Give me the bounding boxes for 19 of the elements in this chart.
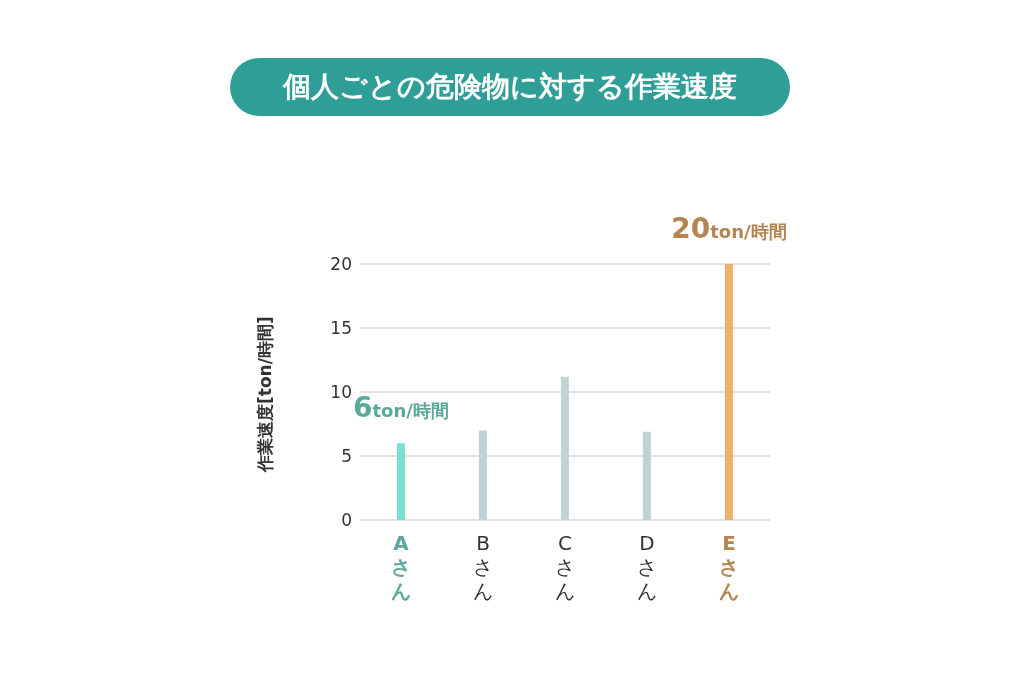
data-label: 20ton/時間 (671, 212, 787, 245)
bar (724, 264, 733, 520)
y-tick-label: 20 (330, 254, 352, 275)
x-tick-label: Bさん (473, 531, 493, 603)
y-axis-title: 作業速度[ton/時間] (255, 316, 276, 473)
bar (560, 376, 569, 520)
x-tick-label: Cさん (555, 531, 575, 603)
bar (478, 430, 487, 520)
bar (642, 431, 651, 520)
bar (396, 443, 405, 520)
data-label: 6ton/時間 (352, 391, 449, 425)
y-tick-label: 15 (330, 318, 352, 339)
y-tick-label: 0 (341, 510, 352, 531)
x-tick-label: Aさん (391, 531, 411, 603)
x-tick-label: Dさん (637, 531, 657, 603)
y-tick-label: 5 (341, 446, 352, 467)
x-tick-label: Eさん (719, 531, 739, 603)
y-tick-label: 10 (330, 382, 352, 403)
chart-title: 個人ごとの危険物に対する作業速度 (230, 58, 790, 116)
